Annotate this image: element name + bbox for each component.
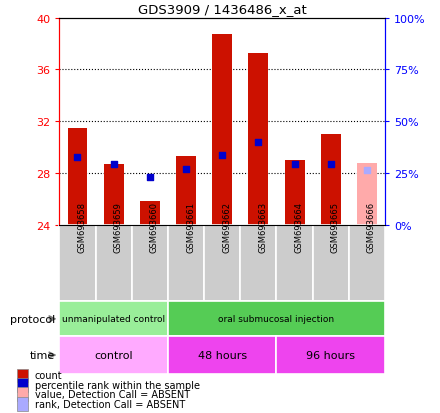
Bar <box>59 337 168 374</box>
Bar <box>18 369 28 382</box>
Text: GSM693660: GSM693660 <box>150 202 159 253</box>
Bar <box>59 225 95 301</box>
Bar <box>313 225 349 301</box>
Bar <box>18 378 28 392</box>
Point <box>255 139 262 146</box>
Text: GSM693663: GSM693663 <box>258 202 268 253</box>
Bar <box>204 225 240 301</box>
Text: GSM693665: GSM693665 <box>331 202 340 253</box>
Bar <box>140 202 160 225</box>
Bar <box>132 225 168 301</box>
Text: GSM693664: GSM693664 <box>294 202 304 253</box>
Bar <box>212 36 232 225</box>
Bar <box>168 337 276 374</box>
Point <box>147 174 154 180</box>
Point <box>327 161 334 168</box>
Point <box>110 161 117 168</box>
Point <box>219 152 226 159</box>
Text: control: control <box>94 350 133 360</box>
Point <box>291 161 298 168</box>
Bar <box>357 163 377 225</box>
Bar <box>285 161 304 225</box>
Bar <box>240 225 276 301</box>
Bar <box>95 225 132 301</box>
Text: oral submucosal injection: oral submucosal injection <box>218 315 334 323</box>
Text: count: count <box>35 370 62 380</box>
Title: GDS3909 / 1436486_x_at: GDS3909 / 1436486_x_at <box>138 3 307 16</box>
Text: 96 hours: 96 hours <box>306 350 355 360</box>
Bar <box>18 397 28 411</box>
Point <box>363 168 370 174</box>
Bar <box>276 337 385 374</box>
Bar <box>18 387 28 401</box>
Bar <box>276 225 313 301</box>
Text: unmanipulated control: unmanipulated control <box>62 315 165 323</box>
Text: GSM693658: GSM693658 <box>77 202 87 253</box>
Bar <box>321 135 341 225</box>
Text: value, Detection Call = ABSENT: value, Detection Call = ABSENT <box>35 389 190 399</box>
Point <box>183 166 190 173</box>
Bar <box>168 225 204 301</box>
Text: GSM693659: GSM693659 <box>114 202 123 253</box>
Bar <box>349 225 385 301</box>
Text: time: time <box>30 350 55 360</box>
Bar <box>176 157 196 225</box>
Bar <box>104 164 124 225</box>
Bar <box>168 301 385 337</box>
Bar <box>68 128 88 225</box>
Text: GSM693666: GSM693666 <box>367 202 376 253</box>
Text: protocol: protocol <box>10 314 55 324</box>
Text: GSM693661: GSM693661 <box>186 202 195 253</box>
Point <box>74 155 81 161</box>
Bar <box>59 301 168 337</box>
Text: GSM693662: GSM693662 <box>222 202 231 253</box>
Bar <box>249 53 268 225</box>
Text: percentile rank within the sample: percentile rank within the sample <box>35 380 200 390</box>
Text: 48 hours: 48 hours <box>198 350 247 360</box>
Text: rank, Detection Call = ABSENT: rank, Detection Call = ABSENT <box>35 399 185 409</box>
